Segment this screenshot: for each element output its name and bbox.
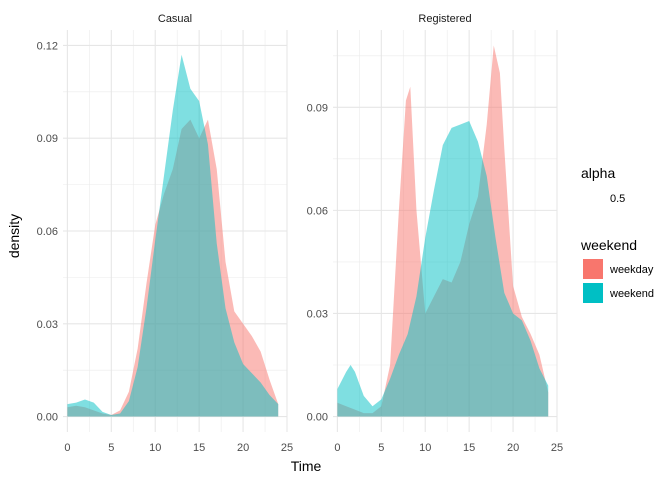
y-tick-label: 0.00 xyxy=(37,412,58,424)
legend-title-weekend: weekend xyxy=(580,237,637,253)
x-tick-label: 0 xyxy=(64,442,70,454)
facet-strip-label: Registered xyxy=(418,13,471,25)
density-area-weekend xyxy=(337,121,549,417)
y-tick-label: 0.09 xyxy=(307,102,328,114)
y-tick-label: 0.03 xyxy=(307,308,328,320)
legend: alpha 0.5 weekend weekday weekend xyxy=(580,165,654,303)
x-tick-label: 20 xyxy=(507,442,519,454)
facet-panel-casual: Casual 0 5 10 15 20 25 0.00 0.03 0.06 0.09 0.12 xyxy=(37,13,294,454)
y-tick-label: 0.06 xyxy=(37,226,58,238)
x-tick-label: 20 xyxy=(237,442,249,454)
x-tick-label: 5 xyxy=(378,442,384,454)
legend-swatch-weekend xyxy=(583,283,603,303)
x-tick-label: 15 xyxy=(463,442,475,454)
legend-swatch-weekday xyxy=(583,259,603,279)
x-tick-label: 10 xyxy=(149,442,161,454)
y-tick-label: 0.03 xyxy=(37,319,58,331)
x-tick-label: 25 xyxy=(281,442,293,454)
x-tick-label: 5 xyxy=(108,442,114,454)
x-tick-label: 10 xyxy=(419,442,431,454)
y-tick-label: 0.06 xyxy=(307,205,328,217)
legend-label-alpha-value: 0.5 xyxy=(610,193,625,205)
x-tick-label: 15 xyxy=(193,442,205,454)
x-axis-title: Time xyxy=(291,458,322,474)
y-tick-label: 0.00 xyxy=(307,412,328,424)
y-axis-title: density xyxy=(6,214,22,258)
density-area-weekend xyxy=(67,54,279,417)
legend-title-alpha: alpha xyxy=(581,165,615,181)
facet-panel-registered: Registered 0 5 10 15 20 25 0.00 0.03 0.06 0.09 xyxy=(307,13,564,454)
facet-strip-label: Casual xyxy=(158,13,192,25)
legend-label-weekend: weekend xyxy=(609,288,654,300)
x-tick-label: 0 xyxy=(334,442,340,454)
facet-panels: Casual 0 5 10 15 20 25 0.00 0.03 0.06 0.09 0.12 Regi… xyxy=(37,13,564,454)
x-tick-label: 25 xyxy=(551,442,563,454)
y-tick-label: 0.12 xyxy=(37,40,58,52)
legend-label-weekday: weekday xyxy=(609,264,654,276)
y-tick-label: 0.09 xyxy=(37,133,58,145)
